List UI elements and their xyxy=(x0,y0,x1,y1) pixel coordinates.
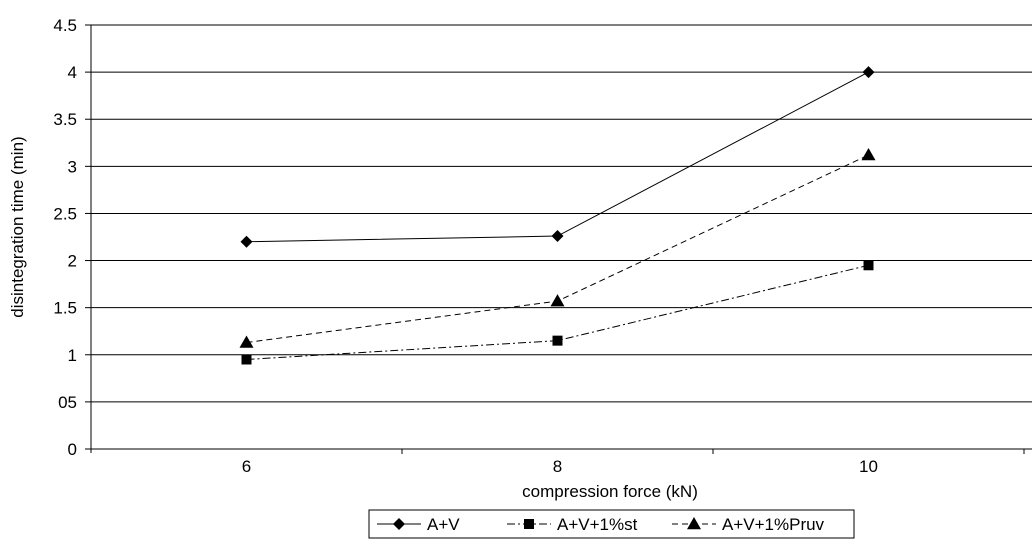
y-tick-label: 2 xyxy=(68,252,77,271)
legend-label-1: A+V xyxy=(427,515,460,534)
y-tick-label: 3 xyxy=(68,157,77,176)
legend-label-2: A+V+1%st xyxy=(557,515,638,534)
legend-box xyxy=(368,509,855,539)
x-tick-labels: 6 8 10 xyxy=(242,457,878,476)
y-tick-label: 0 xyxy=(68,440,77,459)
y-tick-label: 1.5 xyxy=(53,299,77,318)
legend: A+V A+V+1%st A+V+1%Pruv xyxy=(368,509,855,539)
legend-marker-1 xyxy=(393,518,405,530)
data-point xyxy=(552,335,563,346)
data-point xyxy=(861,148,876,161)
y-tick-label: 1 xyxy=(68,346,77,365)
y-tick-label: 05 xyxy=(58,393,77,412)
x-tick-label: 6 xyxy=(242,457,251,476)
x-tick-label: 10 xyxy=(859,457,878,476)
legend-marker-2 xyxy=(524,519,534,529)
y-tick-label: 2.5 xyxy=(53,204,77,223)
data-point xyxy=(239,335,254,348)
legend-marker-3 xyxy=(687,517,701,530)
data-point xyxy=(863,260,874,271)
series-lines xyxy=(239,66,876,365)
y-tick-label: 4.5 xyxy=(53,16,77,35)
y-tick-label: 4 xyxy=(68,63,77,82)
data-point xyxy=(551,230,564,243)
data-point xyxy=(550,294,565,307)
data-point xyxy=(241,354,252,365)
series-line-3 xyxy=(246,154,869,344)
y-tick-labels: 0 05 1 1.5 2 2.5 3 3.5 4 4.5 xyxy=(53,16,77,459)
y-axis-title: disintegration time (min) xyxy=(8,136,27,317)
x-tick-label: 8 xyxy=(553,457,562,476)
legend-label-3: A+V+1%Pruv xyxy=(722,515,825,534)
series-line-1 xyxy=(246,71,869,243)
y-tick-label: 3.5 xyxy=(53,110,77,129)
x-axis-title: compression force (kN) xyxy=(522,482,698,501)
data-point xyxy=(862,66,875,79)
axes xyxy=(85,24,1032,454)
data-point xyxy=(240,235,253,248)
